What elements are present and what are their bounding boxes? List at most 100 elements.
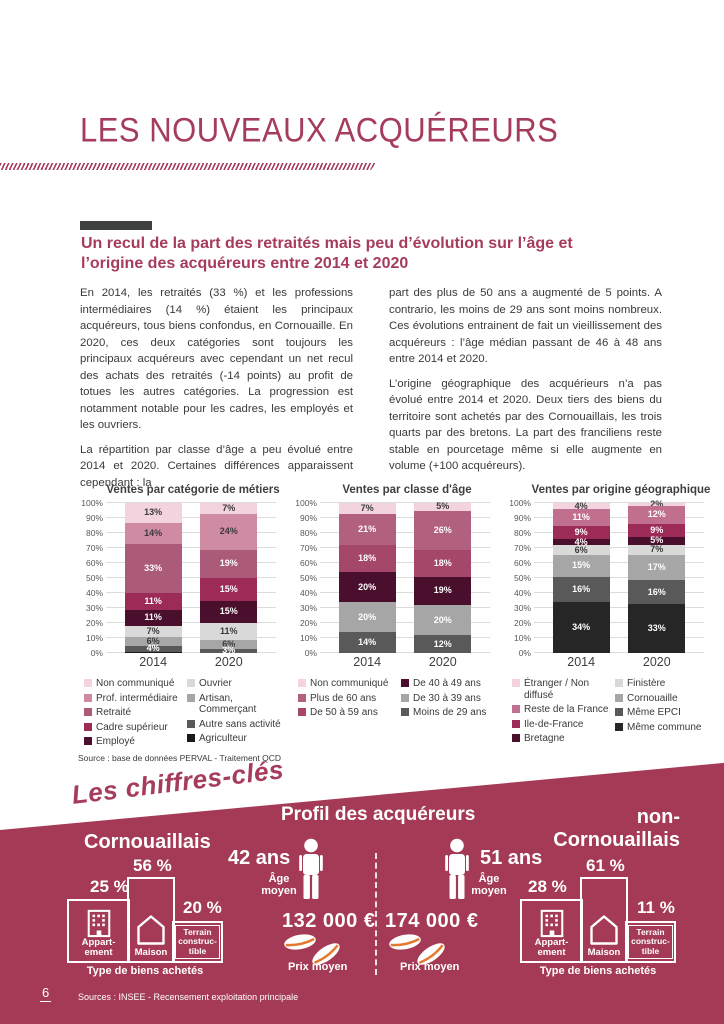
y-axis-label: 50% bbox=[299, 573, 317, 583]
bar-segment-label: 14% bbox=[144, 527, 163, 538]
legend-label: Même EPCI bbox=[627, 707, 681, 718]
apartment-box: Appart- ement bbox=[520, 899, 583, 963]
bar-segment: 15% bbox=[200, 600, 258, 623]
x-axis-label: 2014 bbox=[567, 655, 596, 669]
coins-icon bbox=[389, 934, 445, 965]
apartment-label-line: ement bbox=[537, 947, 566, 959]
y-axis-label: 0% bbox=[518, 648, 531, 658]
bar-segment: 14% bbox=[338, 632, 396, 653]
legend-label: Non communiqué bbox=[310, 678, 389, 689]
chart-title: Ventes par classe d'âge bbox=[342, 484, 472, 496]
x-axis: 2014 2020 bbox=[106, 655, 276, 669]
bar-segment: 11% bbox=[552, 509, 610, 526]
y-axis-label: 80% bbox=[513, 528, 531, 538]
legend-swatch bbox=[298, 708, 306, 716]
bar-segment: 7% bbox=[124, 626, 182, 637]
y-axis-label: 0% bbox=[90, 648, 103, 658]
average-price-value: 174 000 € bbox=[385, 910, 479, 932]
apartment-percentage: 28 % bbox=[528, 877, 567, 896]
legend-swatch bbox=[187, 693, 195, 702]
y-axis-label: 90% bbox=[513, 513, 531, 523]
legend-item: De 40 à 49 ans bbox=[401, 678, 504, 690]
bar-segment: 11% bbox=[124, 609, 182, 626]
group-label-non-cornouaillais: non- Cornouaillais bbox=[518, 806, 680, 852]
legend-label: De 50 à 59 ans bbox=[310, 707, 378, 718]
y-axis-label: 70% bbox=[299, 543, 317, 553]
legend-label: Moins de 29 ans bbox=[413, 707, 487, 718]
bar-segment-label: 12% bbox=[433, 638, 452, 649]
legend-item: Non communiqué bbox=[84, 678, 187, 690]
legend-label: Finistère bbox=[627, 678, 666, 689]
land-box: Terrain construc- tible bbox=[625, 921, 676, 963]
apartment-label-line: ement bbox=[84, 947, 113, 959]
bar-segment-label: 15% bbox=[219, 583, 238, 594]
apartment-label: Appart- ement bbox=[535, 938, 569, 958]
bar-segment-label: 24% bbox=[219, 526, 238, 536]
legend-item: Prof. intermédiaire bbox=[84, 693, 187, 705]
bar-segment: 33% bbox=[124, 543, 182, 593]
legend-swatch bbox=[401, 708, 409, 716]
section-marker-bar bbox=[80, 221, 152, 230]
y-axis-label: 30% bbox=[85, 603, 103, 613]
bar-segment: 19% bbox=[414, 576, 472, 605]
bar-segment-label: 9% bbox=[574, 527, 588, 538]
y-axis-label: 30% bbox=[299, 603, 317, 613]
group-label-line: non- bbox=[636, 806, 680, 828]
house-icon bbox=[137, 915, 165, 945]
legend-swatch bbox=[187, 679, 195, 687]
y-axis-label: 60% bbox=[85, 558, 103, 568]
legend-swatch bbox=[84, 679, 92, 687]
x-axis-label: 2020 bbox=[214, 655, 243, 669]
y-axis-label: 20% bbox=[513, 618, 531, 628]
bar-segment-label: 19% bbox=[433, 585, 452, 596]
legend-column: Non communiqué Plus de 60 ans De 50 à 59 a… bbox=[298, 678, 401, 722]
chart-legend: Étranger / Non diffusé Reste de la France… bbox=[512, 678, 718, 748]
chart-legend: Non communiqué Plus de 60 ans De 50 à 59 a… bbox=[298, 678, 504, 722]
average-price-caption: Prix moyen bbox=[400, 961, 460, 973]
land-label-line: Terrain bbox=[636, 926, 665, 937]
y-axis-label: 90% bbox=[299, 513, 317, 523]
y-axis-label: 70% bbox=[85, 543, 103, 553]
paragraph: part des plus de 50 ans a augmenté de 5 … bbox=[389, 287, 662, 366]
bar-segment: 34% bbox=[552, 601, 610, 653]
bar-segment-label: 20% bbox=[358, 611, 377, 622]
y-axis-label: 10% bbox=[85, 633, 103, 643]
bar-segment: 17% bbox=[628, 555, 686, 581]
legend-item: Étranger / Non diffusé bbox=[512, 678, 615, 701]
x-axis-label: 2014 bbox=[139, 655, 168, 669]
bar-segment: 15% bbox=[200, 578, 258, 601]
legend-item: Retraité bbox=[84, 707, 187, 719]
bar-segment-label: 7% bbox=[650, 544, 664, 555]
bar-segment: 33% bbox=[628, 604, 686, 653]
bar-segment-label: 15% bbox=[219, 606, 238, 617]
chart-ventes-par-origine-geographique: Ventes par origine géographique 34% 16% 15… bbox=[504, 484, 718, 763]
page-number: 6 bbox=[40, 985, 52, 1002]
section-subtitle: Un recul de la part des retraités mais p… bbox=[81, 235, 573, 272]
legend-item: Non communiqué bbox=[298, 678, 401, 690]
legend-label: Bretagne bbox=[524, 733, 565, 744]
legend-item: Cadre supérieur bbox=[84, 722, 187, 734]
legend-label: Non communiqué bbox=[96, 678, 175, 689]
group-label-cornouaillais: Cornouaillais bbox=[84, 831, 211, 853]
bar-segment: 20% bbox=[414, 605, 472, 635]
land-label-line: Terrain bbox=[183, 926, 212, 937]
bar-segment: 7% bbox=[200, 503, 258, 514]
bar-segment: 14% bbox=[124, 522, 182, 544]
hatched-underline-stripe bbox=[0, 163, 376, 170]
dashed-divider bbox=[375, 853, 377, 975]
legend-item: Ouvrier bbox=[187, 678, 290, 690]
bar-segment-label: 20% bbox=[433, 614, 452, 625]
bar-segment-label: 16% bbox=[647, 586, 666, 597]
apartment-building-icon bbox=[87, 909, 110, 938]
average-price-value: 132 000 € bbox=[282, 910, 376, 932]
legend-item: Même commune bbox=[615, 722, 718, 734]
bar-segment-label: 21% bbox=[358, 523, 377, 534]
house-label: Maison bbox=[134, 947, 168, 959]
house-icon bbox=[590, 915, 618, 945]
average-price-caption: Prix moyen bbox=[288, 961, 348, 973]
bar-segment-label: 26% bbox=[433, 524, 452, 535]
y-axis-label: 100% bbox=[295, 498, 317, 508]
property-type-caption: Type de biens achetés bbox=[86, 965, 204, 977]
legend-column: Finistère Cornouaille Même EPCI Même commun… bbox=[615, 678, 718, 748]
average-age-caption: Âge moyen bbox=[466, 873, 512, 898]
